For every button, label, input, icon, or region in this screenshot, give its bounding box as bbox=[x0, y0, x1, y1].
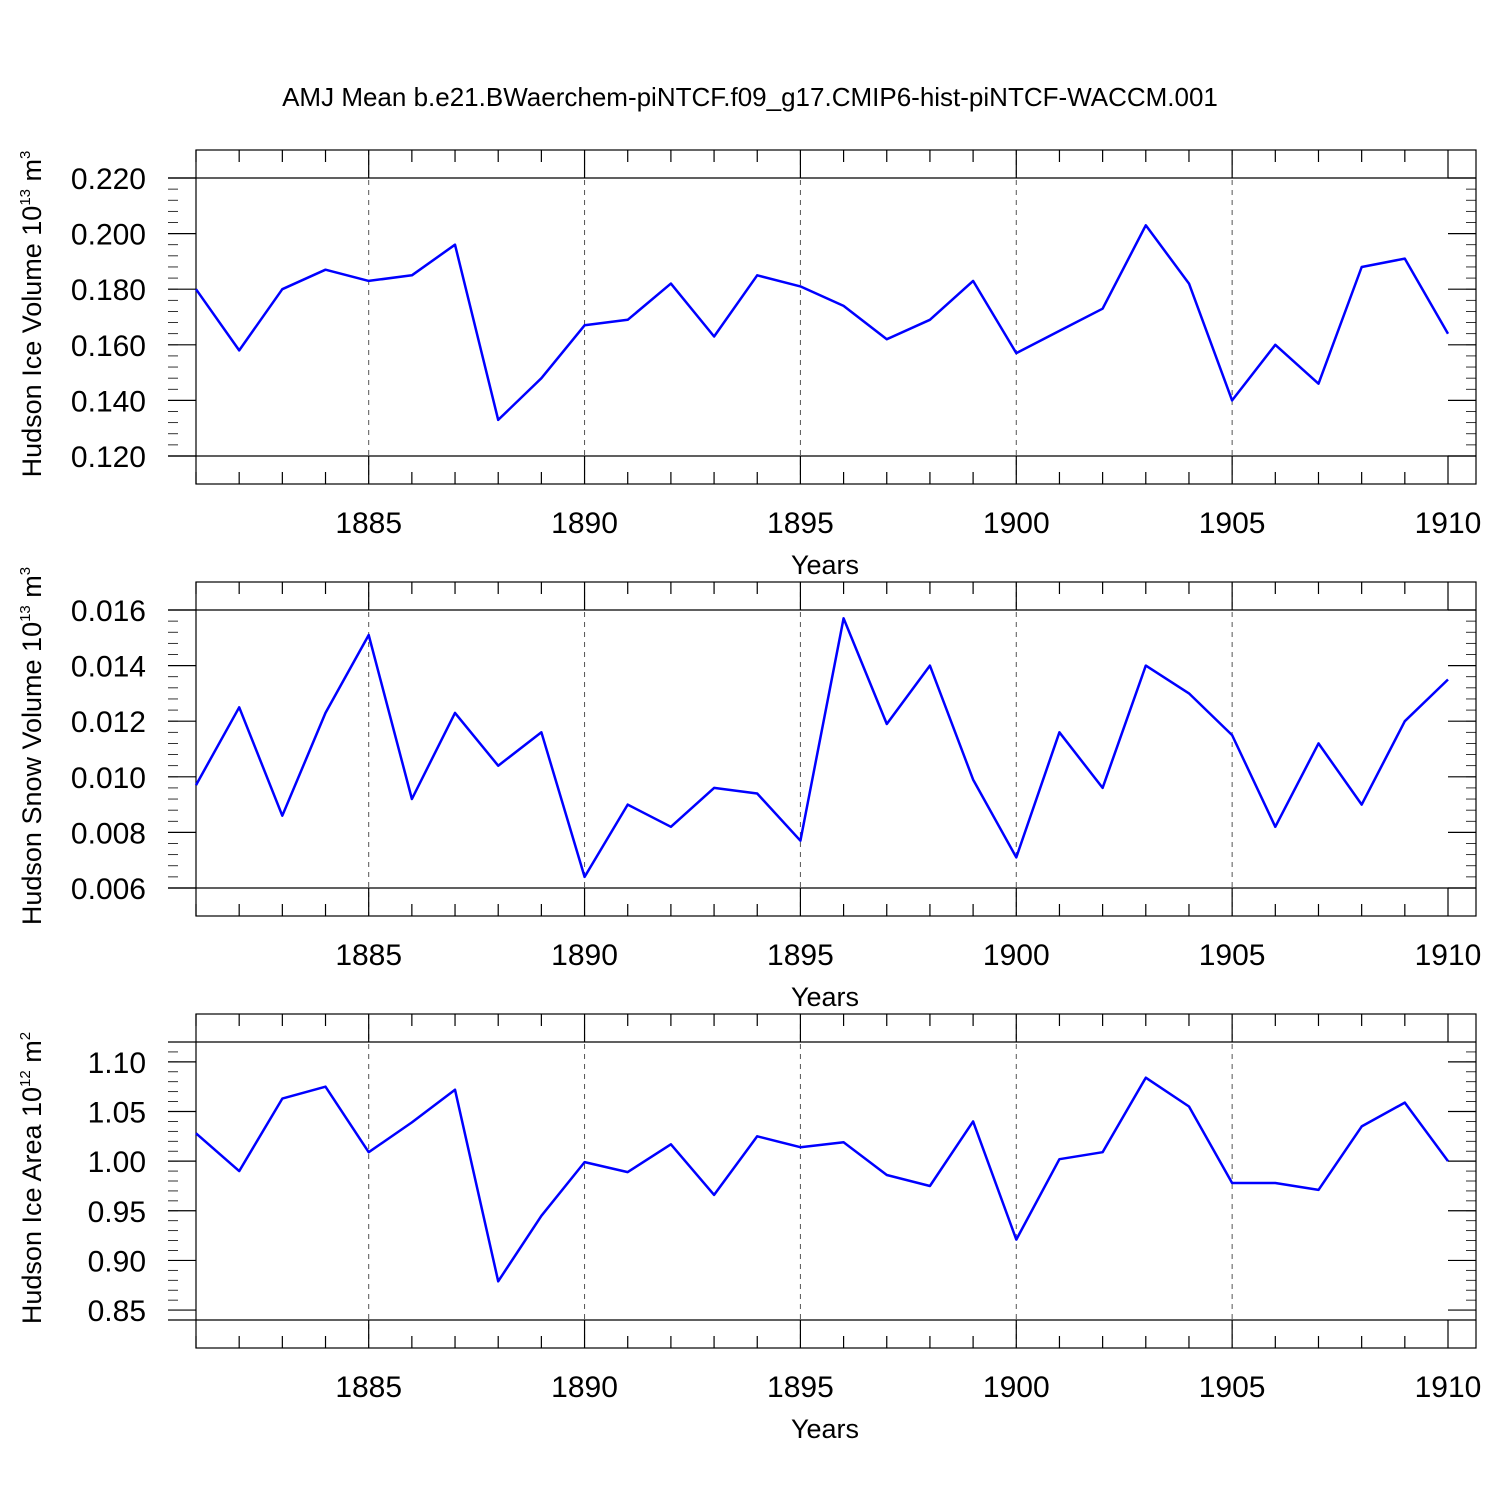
series-line bbox=[194, 224, 1450, 422]
x-axis-label: Years bbox=[791, 550, 859, 580]
x-tick-label: 1895 bbox=[767, 507, 834, 540]
plot-frame bbox=[195, 1013, 1477, 1349]
y-tick-label: 0.180 bbox=[71, 274, 146, 307]
x-tick-label: 1905 bbox=[1199, 1371, 1266, 1404]
x-tick-label: 1900 bbox=[983, 939, 1050, 972]
y-axis-label: Hudson Ice Volume 1013 m3 bbox=[17, 151, 47, 478]
series-line bbox=[194, 617, 1449, 879]
x-tick-label: 1910 bbox=[1415, 939, 1482, 972]
figure-title: AMJ Mean b.e21.BWaerchem-piNTCF.f09_g17.… bbox=[282, 82, 1218, 112]
y-tick-label: 0.95 bbox=[88, 1196, 146, 1229]
y-tick-label: 0.008 bbox=[71, 817, 146, 850]
x-tick-label: 1905 bbox=[1199, 507, 1266, 540]
x-tick-label: 1905 bbox=[1199, 939, 1266, 972]
x-tick-label: 1895 bbox=[767, 1371, 834, 1404]
x-tick-label: 1900 bbox=[983, 507, 1050, 540]
y-tick-label: 0.012 bbox=[71, 706, 146, 739]
y-axis-label: Hudson Ice Area 1012 m2 bbox=[17, 1032, 47, 1324]
y-tick-label: 1.10 bbox=[88, 1047, 146, 1080]
y-tick-label: 0.140 bbox=[71, 385, 146, 418]
y-tick-label: 0.016 bbox=[71, 595, 146, 628]
x-tick-label: 1895 bbox=[767, 939, 834, 972]
y-tick-label: 1.00 bbox=[88, 1146, 146, 1179]
x-tick-label: 1885 bbox=[335, 939, 402, 972]
x-tick-label: 1890 bbox=[551, 1371, 618, 1404]
x-tick-label: 1910 bbox=[1415, 1371, 1482, 1404]
x-tick-label: 1890 bbox=[551, 507, 618, 540]
y-axis-label: Hudson Snow Volume 1013 m3 bbox=[17, 567, 47, 925]
plot-frame bbox=[195, 149, 1477, 485]
y-tick-label: 0.85 bbox=[88, 1295, 146, 1328]
plot-frame bbox=[195, 581, 1477, 917]
x-axis-label: Years bbox=[791, 982, 859, 1012]
y-tick-label: 0.220 bbox=[71, 163, 146, 196]
x-tick-label: 1885 bbox=[335, 507, 402, 540]
chart-panel-2: 1885 1890 1895 1900 1905 1910 Years 0.016 0.014 0… bbox=[17, 567, 1481, 1012]
x-tick-label: 1885 bbox=[335, 1371, 402, 1404]
series-line bbox=[195, 1076, 1450, 1283]
x-tick-label: 1900 bbox=[983, 1371, 1050, 1404]
y-tick-label: 1.05 bbox=[88, 1097, 146, 1130]
y-tick-label: 0.014 bbox=[71, 651, 146, 684]
x-axis-label: Years bbox=[791, 1414, 859, 1444]
chart-panel-1: 1885 1890 1895 1900 1905 1910 Years 0.220 0.200 0… bbox=[17, 149, 1482, 580]
y-tick-label: 0.200 bbox=[71, 219, 146, 252]
y-tick-label: 0.90 bbox=[88, 1245, 146, 1278]
chart-panel-3: 1885 1890 1895 1900 1905 1910 Years 1.10 1.05 1.0… bbox=[17, 1013, 1482, 1444]
y-tick-label: 0.160 bbox=[71, 330, 146, 363]
y-tick-label: 0.120 bbox=[71, 441, 146, 474]
y-tick-label: 0.010 bbox=[71, 762, 146, 795]
x-tick-label: 1890 bbox=[551, 939, 618, 972]
x-tick-label: 1910 bbox=[1415, 507, 1482, 540]
y-tick-label: 0.006 bbox=[71, 873, 146, 906]
